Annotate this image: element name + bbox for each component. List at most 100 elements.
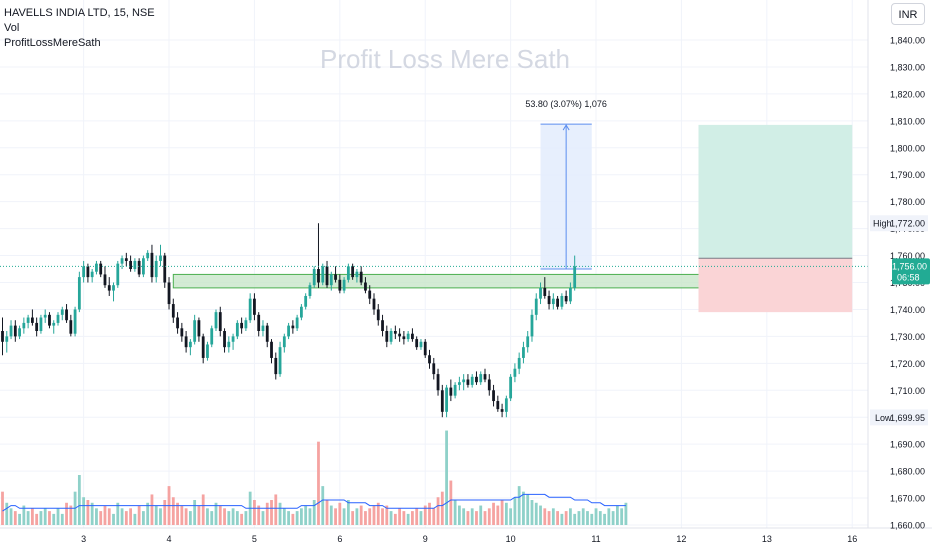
volume-bar — [475, 511, 478, 525]
volume-bar — [389, 511, 393, 525]
candle-body — [176, 317, 179, 329]
candle-body — [112, 285, 115, 291]
volume-bar — [90, 502, 94, 525]
candle-body — [415, 339, 419, 348]
volume-bar — [496, 505, 500, 525]
volume-bar — [193, 500, 197, 525]
candle-body — [453, 384, 457, 396]
volume-bar — [534, 502, 538, 525]
price-tick-label: 1,740.00 — [890, 305, 925, 315]
volume-bar — [321, 486, 325, 525]
volume-bar — [150, 494, 154, 525]
candle-body — [137, 260, 141, 275]
volume-bar — [492, 502, 495, 525]
price-tick-label: 1,690.00 — [890, 440, 925, 450]
volume-bar — [462, 508, 466, 525]
volume-bar — [509, 508, 513, 525]
volume-bar — [287, 511, 290, 525]
candle-body — [504, 398, 508, 412]
candle-body — [287, 325, 290, 337]
volume-bar — [466, 511, 470, 525]
candle-body — [492, 390, 495, 402]
volume-bar — [188, 511, 192, 525]
volume-bar — [231, 508, 235, 525]
high-label: High — [873, 219, 892, 229]
high-label-bg — [870, 215, 928, 232]
candle-body — [142, 258, 145, 275]
candle-body — [487, 379, 491, 391]
candle-body — [133, 260, 137, 270]
volume-bar — [569, 508, 572, 525]
candle-body — [274, 357, 278, 375]
volume-bar — [543, 508, 547, 525]
volume-bar — [282, 508, 286, 525]
price-tick-label: 1,720.00 — [890, 359, 925, 369]
candle-body — [18, 328, 21, 337]
candle-body — [547, 295, 551, 305]
volume-bar — [317, 441, 320, 525]
candle-body — [351, 266, 355, 278]
volume-bar — [334, 508, 337, 525]
volume-bar — [470, 508, 474, 525]
volume-bar — [5, 502, 9, 525]
candle-body — [372, 298, 376, 310]
candle-body — [432, 363, 436, 375]
candle-body — [13, 325, 17, 337]
bar-countdown: 06:58 — [897, 272, 920, 282]
candle-body — [295, 317, 299, 329]
volume-bar — [218, 505, 222, 525]
volume-bar — [300, 508, 303, 525]
volume-bar — [368, 508, 372, 525]
volume-bar — [9, 508, 13, 525]
volume-bar — [26, 511, 30, 525]
candle-body — [103, 274, 107, 286]
volume-bar — [65, 502, 68, 525]
candle-body — [359, 271, 363, 283]
measure-arrow-head — [562, 124, 570, 131]
candle-body — [35, 322, 39, 331]
candle-body — [253, 298, 256, 315]
candle-body — [240, 322, 244, 329]
candle-body — [300, 306, 303, 318]
volume-bar — [586, 511, 589, 525]
candle-body — [9, 325, 13, 337]
indicator-volume-label[interactable]: Vol — [4, 22, 20, 34]
indicator-custom-label[interactable]: ProfitLossMereSath — [4, 37, 101, 49]
candle-body — [26, 317, 30, 323]
time-tick-label: 9 — [423, 534, 428, 544]
candle-body — [517, 357, 521, 369]
volume-bar — [159, 508, 162, 525]
volume-bar — [411, 511, 414, 525]
candle-body — [116, 263, 120, 286]
volume-bar — [415, 508, 419, 525]
volume-bar — [197, 505, 201, 525]
candle-body — [496, 401, 500, 410]
candle-body — [534, 298, 538, 315]
volume-bar — [103, 505, 107, 525]
volume-bar — [432, 508, 436, 525]
candle-body — [248, 298, 252, 321]
candle-body — [154, 260, 158, 278]
volume-bar — [457, 505, 461, 525]
volume-bar — [453, 500, 457, 525]
volume-bar — [253, 500, 256, 525]
price-tick-label: 1,780.00 — [890, 197, 925, 207]
volume-bar — [120, 508, 124, 525]
volume-bar — [265, 502, 269, 525]
candle-body — [244, 320, 248, 329]
volume-bar — [82, 497, 86, 525]
candle-body — [129, 260, 132, 270]
volume-bar — [603, 513, 606, 525]
volume-bar — [146, 502, 150, 525]
volume-bar — [176, 502, 179, 525]
volume-bar — [423, 505, 427, 525]
volume-bar — [346, 500, 350, 525]
candle-body — [551, 298, 555, 305]
currency-button[interactable]: INR — [891, 3, 925, 25]
last-price-badge — [892, 258, 930, 285]
candle-body — [86, 266, 90, 278]
price-tick-label: 1,670.00 — [890, 494, 925, 504]
candle-body — [52, 322, 56, 326]
volume-bar — [590, 513, 594, 525]
